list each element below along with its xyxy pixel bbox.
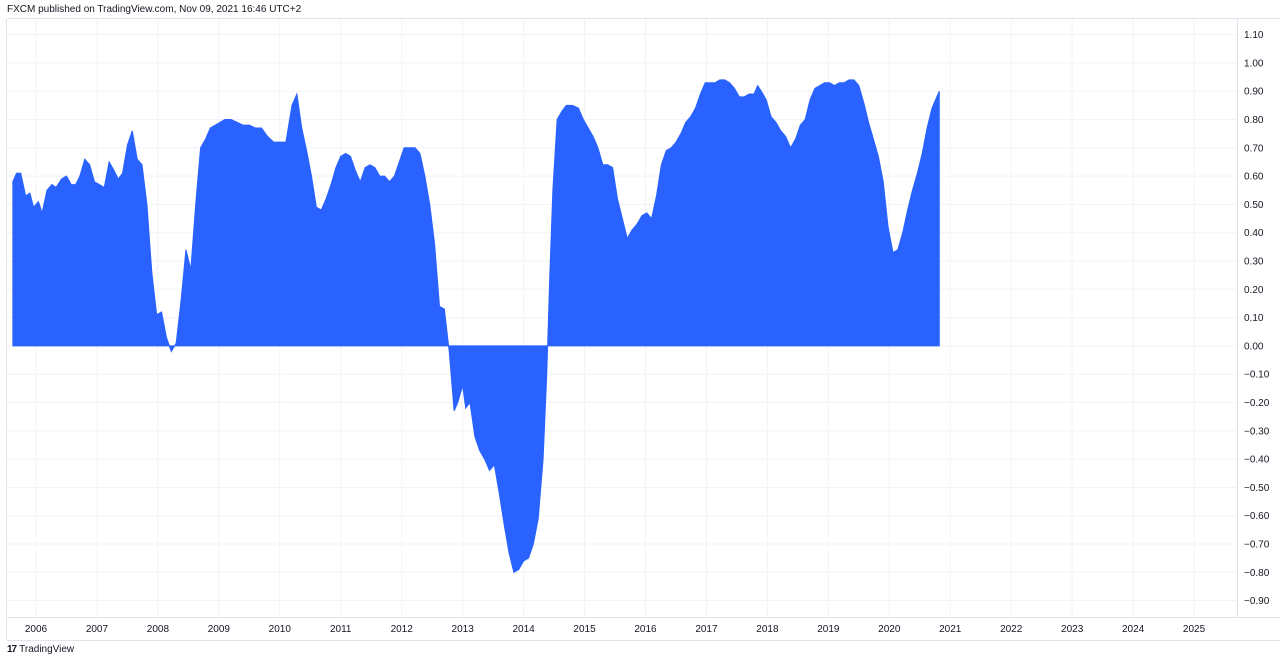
x-tick-label: 2023 <box>1061 624 1084 635</box>
x-tick-label: 2007 <box>86 624 109 635</box>
y-tick-label: −0.20 <box>1244 398 1270 409</box>
y-tick-label: 0.90 <box>1244 87 1264 98</box>
x-tick-label: 2009 <box>208 624 231 635</box>
publish-info: FXCM published on TradingView.com, Nov 0… <box>7 4 302 15</box>
y-tick-label: 0.10 <box>1244 313 1264 324</box>
x-tick-label: 2010 <box>269 624 292 635</box>
y-tick-label: 0.30 <box>1244 257 1264 268</box>
x-tick-label: 2014 <box>512 624 535 635</box>
y-tick-label: −0.50 <box>1244 483 1270 494</box>
y-tick-label: 1.10 <box>1244 30 1264 41</box>
area-fill <box>12 79 940 574</box>
x-tick-label: 2021 <box>939 624 962 635</box>
y-tick-label: 0.50 <box>1244 200 1264 211</box>
y-tick-label: −0.10 <box>1244 370 1270 381</box>
y-tick-label: 1.00 <box>1244 58 1264 69</box>
x-axis-ticks: 2006 2007 2008 2009 2010 2011 2012 2013 2014 2015… <box>25 624 1206 635</box>
y-tick-label: −0.90 <box>1244 596 1270 607</box>
x-tick-label: 2020 <box>878 624 901 635</box>
x-tick-label: 2019 <box>817 624 840 635</box>
y-tick-label: −0.70 <box>1244 540 1270 551</box>
x-tick-label: 2024 <box>1122 624 1145 635</box>
x-tick-label: 2016 <box>634 624 657 635</box>
x-tick-label: 2013 <box>452 624 475 635</box>
y-tick-label: −0.30 <box>1244 426 1270 437</box>
y-tick-label: −0.40 <box>1244 455 1270 466</box>
y-tick-label: 0.70 <box>1244 143 1264 154</box>
x-tick-label: 2008 <box>147 624 170 635</box>
x-tick-label: 2011 <box>330 624 352 635</box>
footer: 17 TradingView <box>7 644 74 655</box>
y-tick-label: 0.60 <box>1244 172 1264 183</box>
y-tick-label: 0.80 <box>1244 115 1264 126</box>
x-tick-label: 2017 <box>695 624 718 635</box>
x-tick-label: 2018 <box>756 624 779 635</box>
y-tick-label: 0.20 <box>1244 285 1264 296</box>
y-tick-label: 0.40 <box>1244 228 1264 239</box>
x-tick-label: 2025 <box>1183 624 1206 635</box>
x-tick-label: 2012 <box>391 624 414 635</box>
y-axis-ticks: 1.10 1.00 0.90 0.80 0.70 0.60 0.50 0.40 0.30 0.20… <box>1244 30 1270 607</box>
x-tick-label: 2006 <box>25 624 48 635</box>
y-tick-label: 0.00 <box>1244 341 1264 352</box>
y-tick-label: −0.80 <box>1244 568 1270 579</box>
y-tick-label: −0.60 <box>1244 511 1270 522</box>
tradingview-logo-icon: 17 <box>7 644 17 655</box>
x-tick-label: 2022 <box>1000 624 1023 635</box>
area-series <box>12 79 940 574</box>
axes <box>6 18 1280 641</box>
tradingview-brand: TradingView <box>19 644 75 655</box>
x-tick-label: 2015 <box>573 624 596 635</box>
